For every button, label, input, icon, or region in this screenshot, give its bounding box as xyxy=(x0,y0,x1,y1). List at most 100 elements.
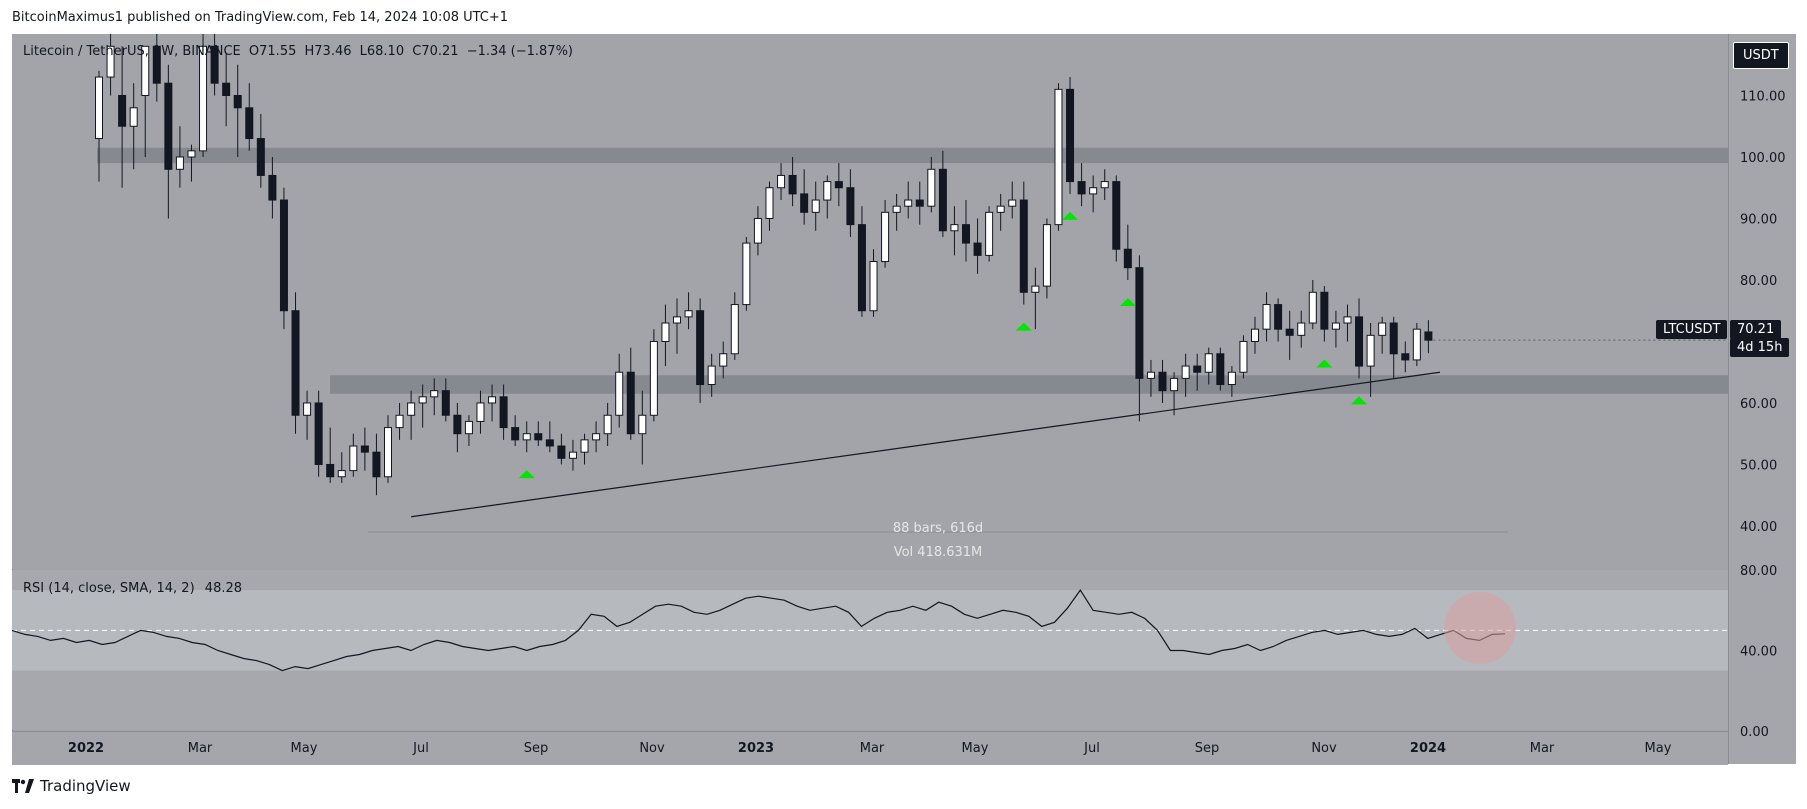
time-tick-label: May xyxy=(1645,741,1672,756)
candle-up xyxy=(603,414,612,435)
candle-down xyxy=(788,174,797,195)
candle-up xyxy=(777,174,786,189)
time-tick-label: Jul xyxy=(1083,741,1100,756)
horizontal-zone xyxy=(97,147,1728,164)
candle-up xyxy=(927,168,936,207)
candle-up xyxy=(141,45,150,96)
candle-down xyxy=(973,242,982,256)
candle-up xyxy=(684,310,693,318)
candle-up xyxy=(349,445,358,472)
candle-up xyxy=(904,199,913,207)
candle-up xyxy=(592,433,601,441)
candle-up xyxy=(881,211,890,263)
horizontal-zone xyxy=(330,375,1728,394)
rsi-tick-label: 40.00 xyxy=(1740,645,1777,660)
footer-brand-label: TradingView xyxy=(40,777,131,795)
candle-down xyxy=(1077,181,1086,195)
symbol-name[interactable]: Litecoin / TetherUS, 1W, BINANCE xyxy=(23,44,241,59)
candle-down xyxy=(314,402,323,465)
tradingview-logo-icon xyxy=(12,779,34,793)
candle-up xyxy=(430,390,439,398)
candle-down xyxy=(210,45,219,84)
rsi-highlight-circle xyxy=(1444,592,1516,664)
candle-up xyxy=(811,199,820,213)
candle-up xyxy=(950,224,959,232)
candle-down xyxy=(233,94,242,109)
candle-down xyxy=(245,107,254,140)
candle-up xyxy=(1181,365,1190,379)
currency-badge[interactable]: USDT xyxy=(1733,42,1789,69)
candle-down xyxy=(696,310,705,386)
candle-down xyxy=(915,199,924,207)
time-tick-label: Nov xyxy=(1311,741,1337,756)
candle-up xyxy=(1204,353,1213,373)
candle-up xyxy=(384,427,392,478)
countdown-badge: 4d 15h xyxy=(1730,338,1790,357)
ohlc-high: H73.46 xyxy=(304,44,352,59)
candle-up xyxy=(199,45,208,152)
candle-up xyxy=(1343,316,1352,324)
support-arrow-icon xyxy=(1119,297,1136,306)
candle-down xyxy=(118,94,127,127)
support-arrow-icon xyxy=(1351,396,1368,405)
last-price-badge: 70.21 xyxy=(1730,320,1782,339)
symbol-legend: Litecoin / TetherUS, 1W, BINANCE O71.55 … xyxy=(23,44,577,59)
candle-down xyxy=(268,174,277,201)
footer-brand[interactable]: TradingView xyxy=(12,777,131,795)
time-tick-label: Mar xyxy=(1530,741,1555,756)
candle-down xyxy=(1158,371,1167,392)
ohlc-low: L68.10 xyxy=(359,44,405,59)
candle-down xyxy=(557,445,566,459)
candle-up xyxy=(303,402,312,416)
candle-down xyxy=(511,427,520,441)
candle-up xyxy=(1170,377,1179,392)
candle-down xyxy=(1112,181,1121,250)
candle-down xyxy=(279,199,288,312)
candle-up xyxy=(1262,304,1271,330)
candle-up xyxy=(407,402,416,416)
time-axis[interactable] xyxy=(12,731,1728,765)
rsi-legend: RSI (14, close, SMA, 14, 2) 48.28 xyxy=(23,581,242,596)
header-published: BitcoinMaximus1 published on TradingView… xyxy=(12,10,509,25)
candle-up xyxy=(719,353,728,367)
candle-up xyxy=(175,156,184,170)
candle-down xyxy=(1401,353,1410,361)
candle-up xyxy=(765,187,774,219)
candle-up xyxy=(1089,187,1098,195)
candle-up xyxy=(1146,371,1155,379)
price-tick-label: 60.00 xyxy=(1740,397,1777,412)
ohlc-close: C70.21 xyxy=(412,44,459,59)
candle-up xyxy=(1331,322,1340,330)
candle-up xyxy=(869,261,878,312)
time-tick-label: 2024 xyxy=(1410,741,1446,756)
candle-up xyxy=(95,76,103,140)
candle-down xyxy=(545,439,554,447)
candle-up xyxy=(649,340,658,416)
candle-down xyxy=(857,224,866,312)
candle-up xyxy=(1100,181,1109,189)
time-tick-label: 2022 xyxy=(68,741,104,756)
candle-down xyxy=(360,445,369,453)
candle-down xyxy=(1216,353,1225,386)
rsi-label[interactable]: RSI (14, close, SMA, 14, 2) xyxy=(23,581,195,596)
candle-up xyxy=(1366,334,1375,367)
candles-group xyxy=(95,34,1433,496)
candle-up xyxy=(522,433,531,441)
candle-down xyxy=(1389,322,1398,355)
price-tick-label: 110.00 xyxy=(1740,89,1786,104)
candle-up xyxy=(418,396,427,404)
candle-up xyxy=(1042,224,1051,287)
candle-down xyxy=(326,463,335,478)
candle-down xyxy=(372,451,381,478)
candle-down xyxy=(453,414,462,435)
rsi-tick-label: 0.00 xyxy=(1740,725,1769,740)
ohlc-change: −1.34 (−1.87%) xyxy=(466,44,573,59)
time-tick-label: Mar xyxy=(188,741,213,756)
candle-down xyxy=(1123,248,1132,269)
candle-up xyxy=(568,451,577,459)
candle-down xyxy=(152,45,161,84)
price-axis[interactable] xyxy=(1728,34,1796,764)
time-tick-label: May xyxy=(962,741,989,756)
candle-down xyxy=(1285,328,1294,336)
